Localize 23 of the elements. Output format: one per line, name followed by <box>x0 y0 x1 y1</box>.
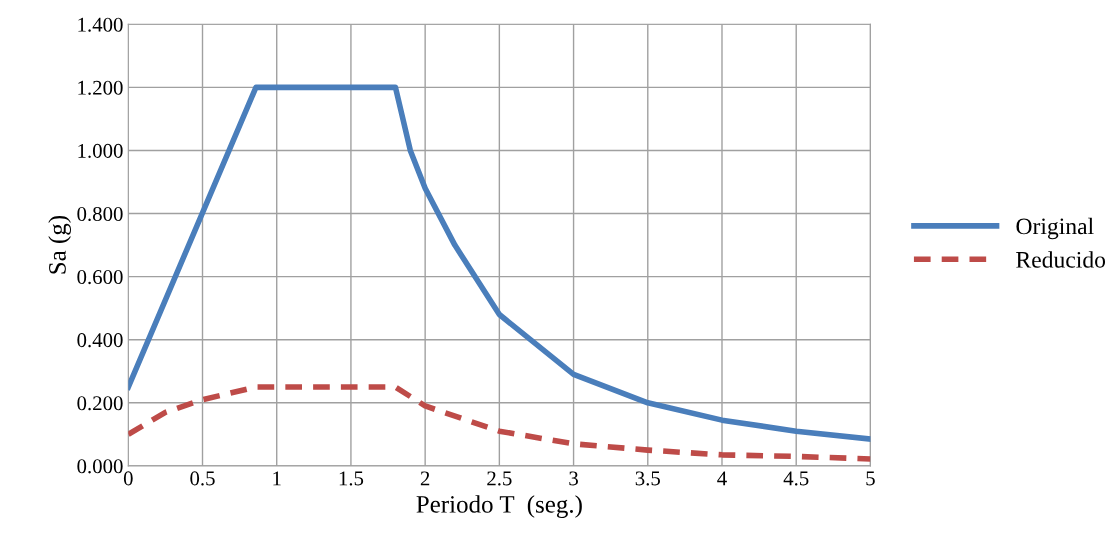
legend-label: Original <box>1016 217 1094 240</box>
x-tick-label: 1 <box>273 471 281 486</box>
x-tick-label: 5 <box>866 471 875 486</box>
y-tick-label: 0.000 <box>77 459 123 474</box>
x-tick-label: 4 <box>717 471 727 486</box>
y-tick-label: 1.400 <box>78 17 123 32</box>
y-tick-label: 0.200 <box>77 396 123 411</box>
y-axis-title: Sa (g) <box>48 215 71 274</box>
y-tick-label: 1.200 <box>78 80 123 95</box>
legend-label: Reducido <box>1016 251 1106 268</box>
y-tick-label: 0.400 <box>77 333 123 348</box>
x-tick-label: 4.5 <box>783 471 809 486</box>
y-tick-label: 0.800 <box>77 206 123 222</box>
x-tick-label: 3 <box>569 471 578 486</box>
x-tick-label: 2.5 <box>487 471 512 486</box>
x-tick-label: 2 <box>420 471 430 486</box>
x-axis-title: Periodo T (seg.) <box>416 495 582 518</box>
x-tick-label: 3.5 <box>635 471 660 486</box>
x-tick-label: 0.5 <box>190 471 215 486</box>
y-tick-label: 0.600 <box>77 270 123 285</box>
x-tick-label: 1.5 <box>339 471 364 486</box>
y-tick-label: 1.000 <box>78 143 123 158</box>
x-tick-label: 0 <box>123 471 133 486</box>
